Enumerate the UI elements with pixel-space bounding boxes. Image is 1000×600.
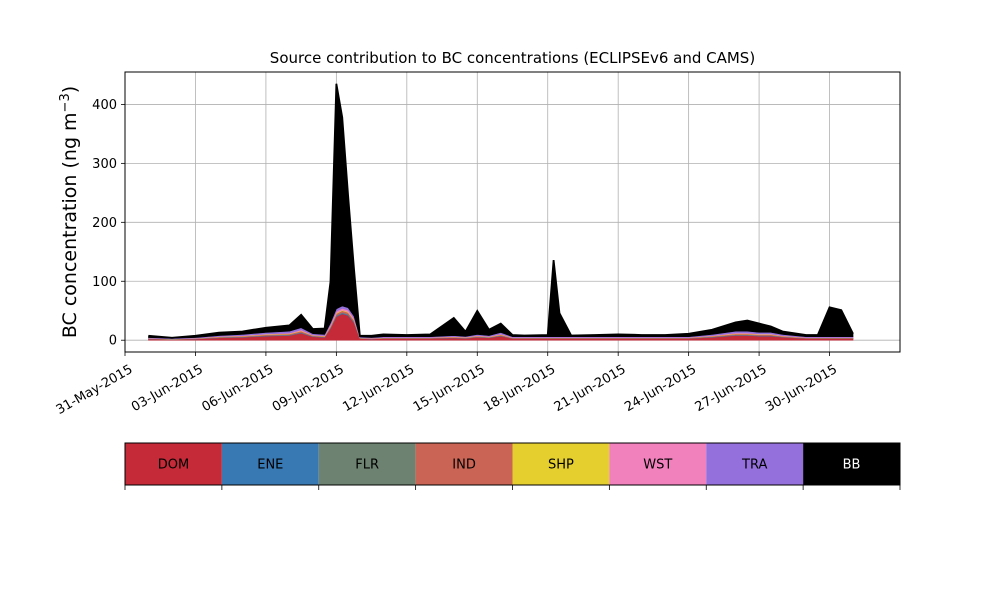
legend-swatch-flr xyxy=(318,443,416,485)
x-tick-label: 21-Jun-2015 xyxy=(552,362,629,415)
grid-lines xyxy=(124,72,900,352)
x-axis: 31-May-201503-Jun-201506-Jun-201509-Jun-… xyxy=(54,352,840,418)
area-series-bb xyxy=(148,83,854,339)
y-tick-label: 300 xyxy=(92,157,117,172)
legend-swatch-bb xyxy=(803,443,900,485)
y-tick-label: 0 xyxy=(109,334,117,349)
legend-swatch-shp xyxy=(512,443,610,485)
legend-swatch-ene xyxy=(221,443,319,485)
y-axis: 0 100 200 300 400 xyxy=(92,98,125,349)
legend-label-bb: BB xyxy=(843,458,861,473)
x-tick-label: 27-Jun-2015 xyxy=(693,362,770,415)
legend-label-ind: IND xyxy=(452,458,476,473)
x-tick-label: 12-Jun-2015 xyxy=(340,362,417,415)
plot-area-frame xyxy=(124,71,901,353)
total-outline xyxy=(148,83,854,339)
y-axis-label-close: ) xyxy=(59,86,81,93)
stacked-area-series xyxy=(148,83,854,341)
legend-swatch-tra xyxy=(706,443,804,485)
legend-label-flr: FLR xyxy=(355,458,379,473)
y-axis-label: BC concentration (ng m−3) xyxy=(58,86,82,338)
y-tick-label: 100 xyxy=(92,275,117,290)
legend-swatch-dom xyxy=(125,443,222,485)
x-tick-label: 30-Jun-2015 xyxy=(763,362,840,415)
y-axis-label-main: BC concentration (ng m xyxy=(59,112,81,338)
x-tick-label: 15-Jun-2015 xyxy=(411,362,488,415)
x-tick-label: 24-Jun-2015 xyxy=(622,362,699,415)
y-tick-label: 400 xyxy=(92,98,117,113)
legend-swatch-ind xyxy=(415,443,513,485)
x-tick-label: 06-Jun-2015 xyxy=(199,362,276,415)
x-tick-label: 31-May-2015 xyxy=(54,362,136,418)
legend-label-ene: ENE xyxy=(257,458,283,473)
legend-swatch-wst xyxy=(609,443,707,485)
x-tick-label: 03-Jun-2015 xyxy=(129,362,206,415)
y-tick-label: 200 xyxy=(92,216,117,231)
legend-colorbar: DOM ENE FLR IND SHP WST TRA BB xyxy=(124,442,901,490)
legend-label-wst: WST xyxy=(643,458,672,473)
x-tick-label: 18-Jun-2015 xyxy=(481,362,558,415)
legend-label-dom: DOM xyxy=(158,458,189,473)
x-tick-label: 09-Jun-2015 xyxy=(270,362,347,415)
legend-label-shp: SHP xyxy=(548,458,574,473)
chart-title: Source contribution to BC concentrations… xyxy=(270,49,755,67)
y-axis-label-superscript: −3 xyxy=(58,93,73,112)
legend-label-tra: TRA xyxy=(741,458,767,473)
